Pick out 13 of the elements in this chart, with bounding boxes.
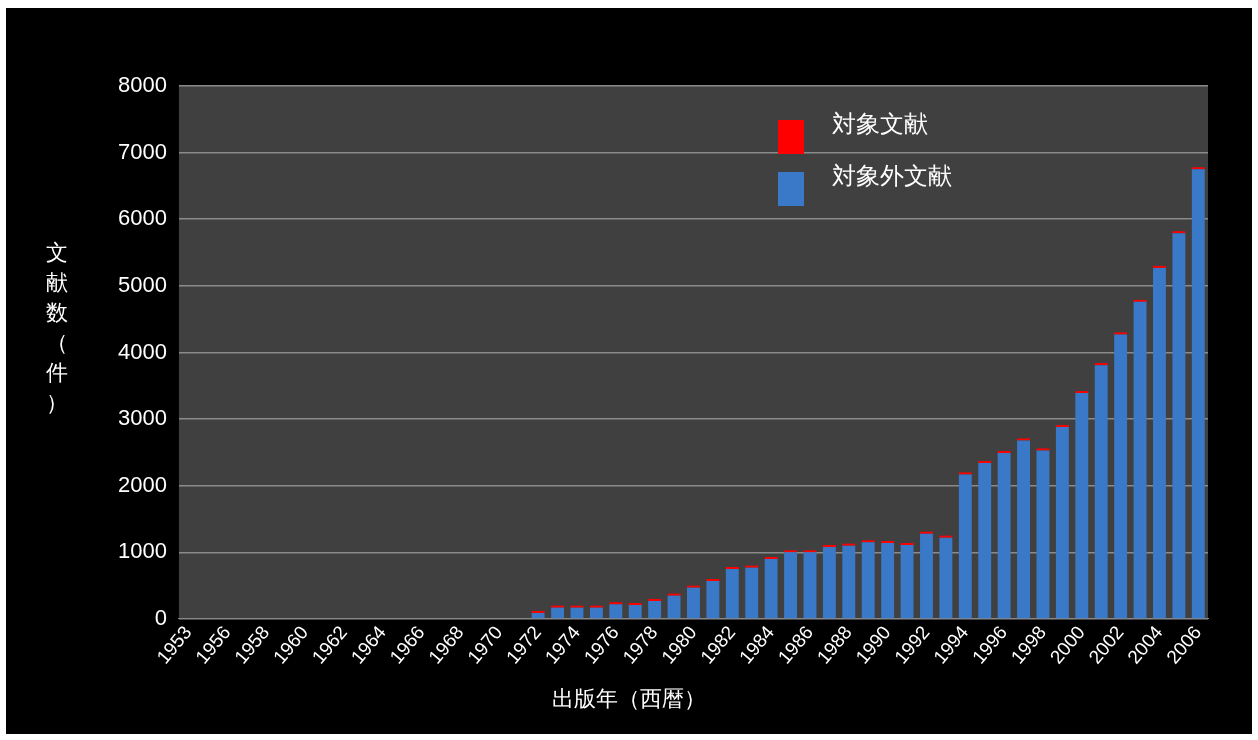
y-tick-label: 3000 <box>117 405 167 431</box>
y-axis-title: 文献数（件） <box>45 239 69 417</box>
x-axis-title: 出版年（西暦） <box>551 685 707 713</box>
y-tick-label: 6000 <box>117 205 167 231</box>
legend-label: 対象文献 <box>832 109 928 140</box>
y-tick-label: 4000 <box>117 338 167 364</box>
y-tick-label: 8000 <box>117 72 167 98</box>
y-tick-label: 0 <box>154 605 167 631</box>
y-tick-label: 7000 <box>117 138 167 164</box>
y-tick-label: 2000 <box>117 471 167 497</box>
y-tick-label: 1000 <box>117 538 167 564</box>
legend-label: 対象外文献 <box>832 161 952 192</box>
y-tick-label: 5000 <box>117 271 167 297</box>
